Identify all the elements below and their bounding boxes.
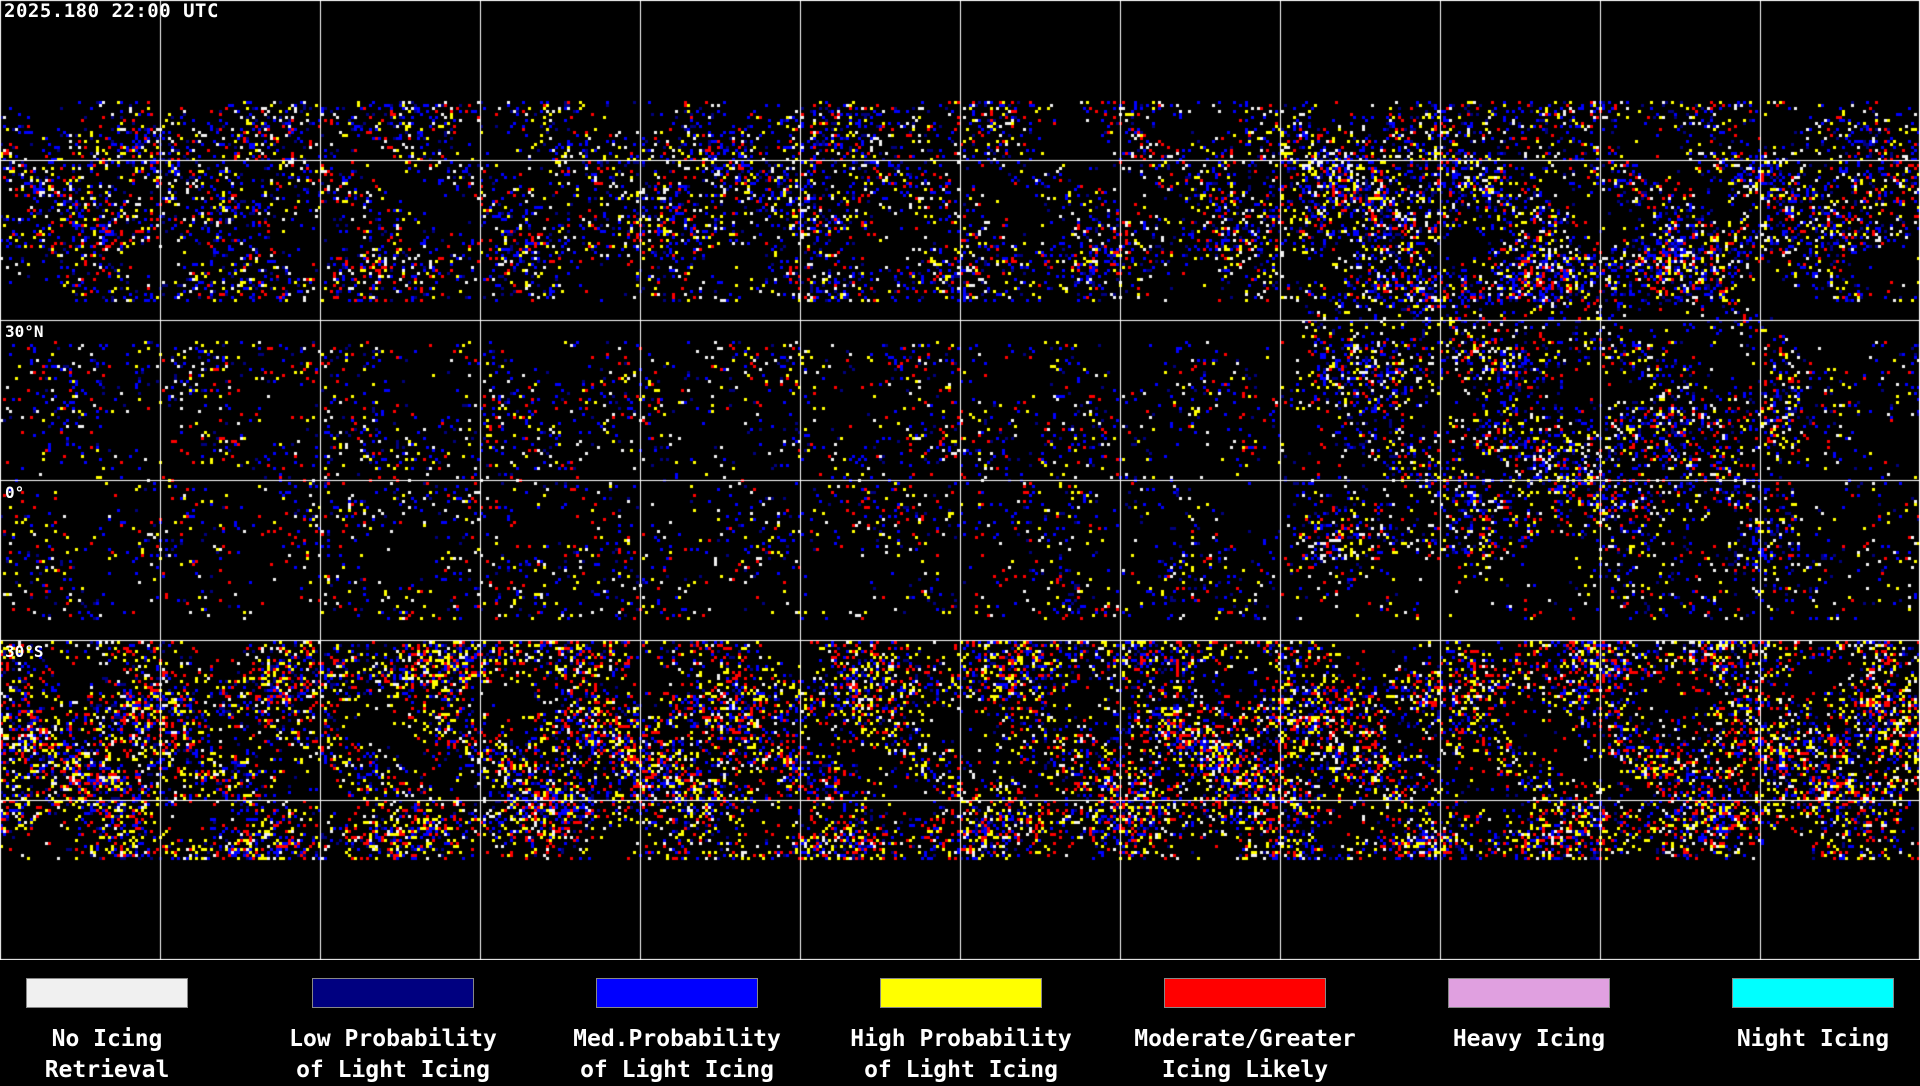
legend-swatch <box>880 978 1042 1008</box>
legend-item-low-probability: Low Probability of Light Icing <box>251 978 535 1086</box>
icing-map: 2025.180 22:00 UTC 30°N 0° 30°S <box>0 0 1920 960</box>
legend-item-heavy-icing: Heavy Icing <box>1387 978 1671 1055</box>
icing-field-raster <box>0 0 1920 960</box>
legend-swatch <box>596 978 758 1008</box>
legend-item-no-icing: No Icing Retrieval <box>0 978 249 1086</box>
legend-label: Heavy Icing <box>1452 1026 1606 1052</box>
legend-swatch <box>1732 978 1894 1008</box>
legend-swatch <box>1164 978 1326 1008</box>
timestamp: 2025.180 22:00 UTC <box>4 0 219 22</box>
lat-label-30s: 30°S <box>5 642 44 661</box>
legend-label: No Icing Retrieval <box>44 1026 170 1083</box>
legend-swatch <box>312 978 474 1008</box>
lat-label-30n: 30°N <box>5 322 44 341</box>
legend-label: Moderate/Greater Icing Likely <box>1134 1026 1356 1083</box>
legend-item-high-probability: High Probability of Light Icing <box>819 978 1103 1086</box>
legend: No Icing Retrieval Low Probability of Li… <box>0 960 1920 1083</box>
legend-swatch <box>1448 978 1610 1008</box>
legend-label: Med.Probability of Light Icing <box>573 1026 781 1083</box>
legend-item-med-probability: Med.Probability of Light Icing <box>535 978 819 1086</box>
legend-label: High Probability of Light Icing <box>850 1026 1072 1083</box>
legend-item-night-icing: Night Icing <box>1671 978 1920 1055</box>
legend-label: Low Probability of Light Icing <box>289 1026 497 1083</box>
legend-swatch <box>26 978 188 1008</box>
lat-label-equator: 0° <box>5 483 25 502</box>
legend-item-moderate-greater: Moderate/Greater Icing Likely <box>1103 978 1387 1086</box>
legend-label: Night Icing <box>1736 1026 1890 1052</box>
